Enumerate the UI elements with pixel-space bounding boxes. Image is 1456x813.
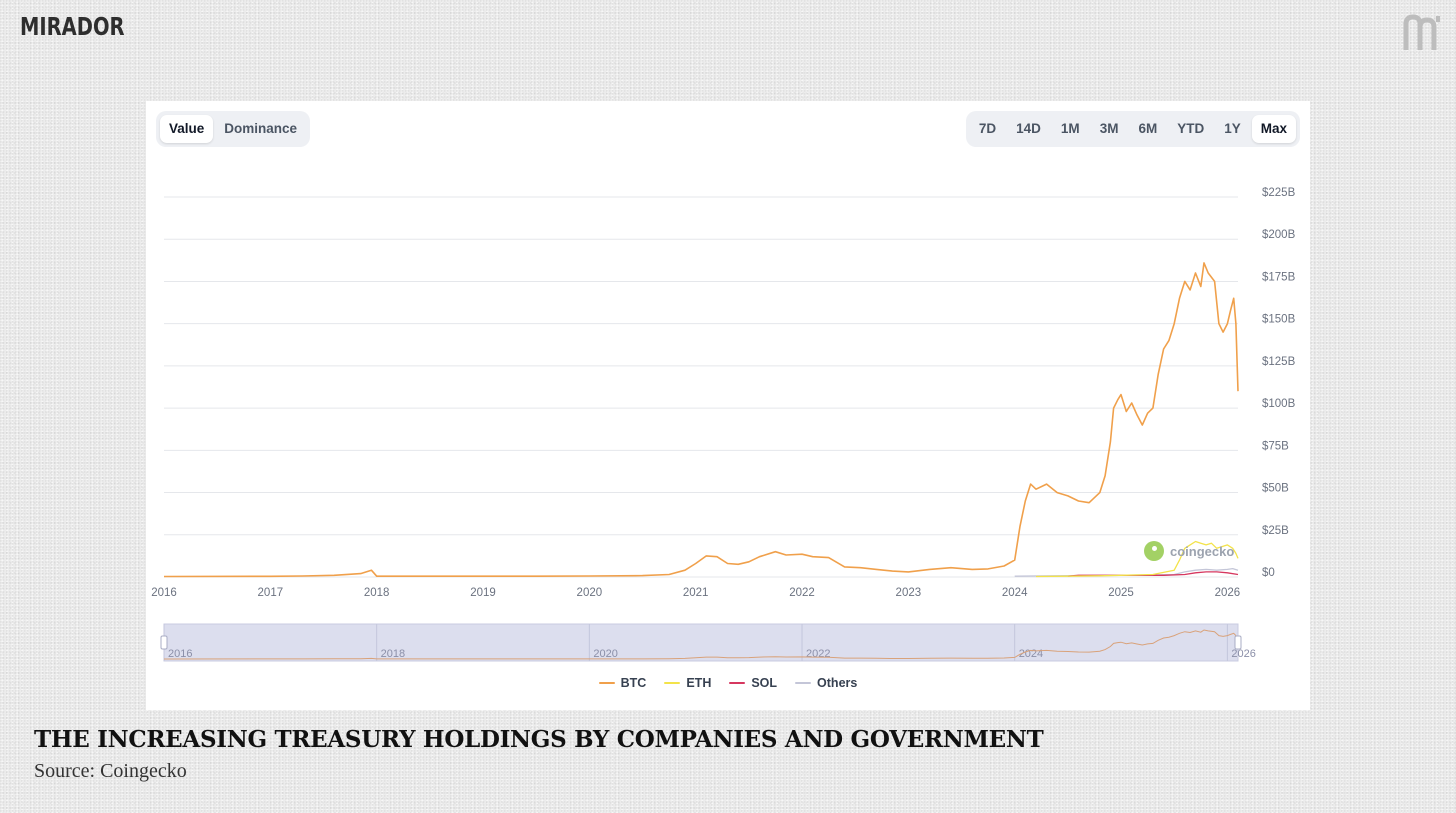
- range-1m[interactable]: 1M: [1060, 121, 1080, 136]
- legend-swatch-eth: [664, 682, 681, 684]
- range-max[interactable]: Max: [1251, 115, 1296, 143]
- x-tick-label: 2018: [364, 587, 390, 599]
- y-tick-label: $175B: [1262, 271, 1296, 283]
- navigator-tick-label: 2022: [806, 648, 830, 660]
- navigator-handle-left[interactable]: [160, 635, 168, 650]
- chart-legend: BTC ETH SOL Others: [146, 676, 1310, 690]
- y-tick-label: $0: [1262, 567, 1275, 579]
- x-tick-label: 2019: [470, 587, 496, 599]
- navigator-handle-right[interactable]: [1234, 635, 1242, 650]
- brand-wordmark: MIRADOR: [20, 12, 125, 41]
- range-7d[interactable]: 7D: [978, 121, 997, 136]
- navigator-tick-label: 2026: [1231, 648, 1255, 660]
- legend-label-others: Others: [817, 676, 858, 690]
- caption-source: Source: Coingecko: [34, 760, 187, 782]
- range-14d[interactable]: 14D: [1016, 121, 1041, 136]
- range-ytd[interactable]: YTD: [1177, 121, 1205, 136]
- tab-dominance[interactable]: Dominance: [224, 121, 298, 136]
- y-tick-label: $50B: [1262, 483, 1289, 495]
- legend-swatch-sol: [729, 682, 746, 684]
- range-selector: 7D 14D 1M 3M 6M YTD 1Y Max: [965, 111, 1300, 147]
- legend-label-eth: ETH: [686, 676, 712, 690]
- x-tick-label: 2021: [683, 587, 709, 599]
- x-tick-label: 2022: [789, 587, 815, 599]
- navigator-tick-label: 2024: [1019, 648, 1043, 660]
- legend-item-sol[interactable]: SOL: [729, 676, 777, 690]
- range-3m[interactable]: 3M: [1099, 121, 1119, 136]
- mirador-m-icon: [1403, 14, 1440, 50]
- watermark-text: coingecko: [1170, 543, 1235, 559]
- series-line-eth: [1035, 540, 1239, 578]
- navigator-tick-label: 2018: [381, 648, 405, 660]
- y-tick-label: $125B: [1262, 356, 1296, 368]
- navigator-range[interactable]: [163, 623, 1239, 662]
- legend-label-sol: SOL: [751, 676, 778, 690]
- chart-canvas: $0 $25B $50B $75B $100B $125B $150B $175B $200B $…: [151, 187, 1296, 662]
- navigator-series-line: [163, 629, 1239, 660]
- chart-card: Value Dominance 7D 14D 1M 3M 6M YTD 1Y M…: [146, 101, 1310, 710]
- x-tick-label: 2023: [896, 587, 922, 599]
- x-tick-label: 2025: [1108, 587, 1134, 599]
- legend-item-eth[interactable]: ETH: [664, 676, 711, 690]
- y-tick-label: $75B: [1262, 440, 1289, 452]
- legend-item-btc[interactable]: BTC: [598, 676, 647, 690]
- x-tick-label: 2016: [151, 587, 177, 599]
- range-1y[interactable]: 1Y: [1224, 121, 1241, 136]
- x-tick-label: 2020: [577, 587, 603, 599]
- coingecko-logo-icon: [1144, 541, 1164, 561]
- legend-swatch-btc: [598, 682, 615, 684]
- x-tick-label: 2024: [1002, 587, 1028, 599]
- y-tick-label: $25B: [1262, 525, 1289, 537]
- y-tick-label: $200B: [1262, 229, 1296, 241]
- series-line-btc: [163, 262, 1239, 578]
- caption-title: THE INCREASING TREASURY HOLDINGS BY COMP…: [34, 726, 1044, 753]
- x-tick-label: 2026: [1215, 587, 1241, 599]
- legend-item-others[interactable]: Others: [795, 676, 857, 690]
- y-tick-label: $100B: [1262, 398, 1296, 410]
- y-tick-label: $150B: [1262, 314, 1296, 326]
- tab-value[interactable]: Value: [160, 115, 214, 143]
- coingecko-watermark: coingecko: [1144, 541, 1234, 561]
- range-6m[interactable]: 6M: [1138, 121, 1158, 136]
- navigator-tick-label: 2020: [593, 648, 617, 660]
- legend-swatch-others: [795, 682, 812, 684]
- legend-label-btc: BTC: [620, 676, 647, 690]
- x-tick-label: 2017: [258, 587, 284, 599]
- y-tick-label: $225B: [1262, 187, 1296, 199]
- navigator-tick-label: 2016: [168, 648, 192, 660]
- view-toggle: Value Dominance: [156, 111, 311, 147]
